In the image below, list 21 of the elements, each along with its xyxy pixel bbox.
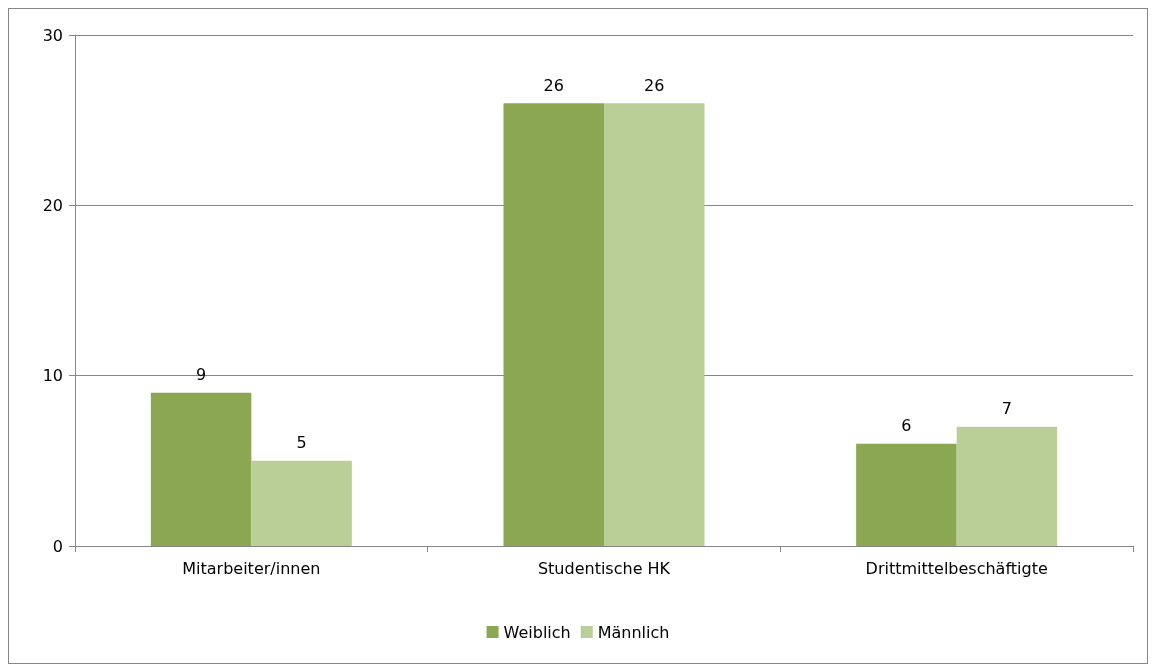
bar — [856, 443, 957, 546]
x-tick-label: Mitarbeiter/innen — [182, 558, 321, 578]
y-tick-label: 20 — [42, 195, 63, 215]
data-label: 7 — [1001, 399, 1013, 419]
bar — [251, 460, 352, 546]
legend-label: Männlich — [597, 622, 670, 642]
legend-label: Weiblich — [503, 622, 571, 642]
y-tick-label: 10 — [42, 366, 63, 386]
bar — [956, 426, 1058, 546]
x-tick-label: Drittmittelbeschäftigte — [865, 558, 1048, 578]
y-tick-label: 30 — [42, 25, 63, 45]
data-label: 5 — [296, 433, 307, 453]
y-tick-label: 0 — [52, 536, 63, 556]
data-label: 9 — [195, 365, 207, 385]
data-label: 26 — [543, 75, 564, 95]
bar — [503, 103, 604, 546]
x-tick-label: Studentische HK — [537, 558, 671, 578]
data-label: 6 — [901, 416, 912, 436]
bar — [604, 103, 705, 546]
data-label: 26 — [644, 75, 665, 95]
bar — [150, 392, 252, 546]
